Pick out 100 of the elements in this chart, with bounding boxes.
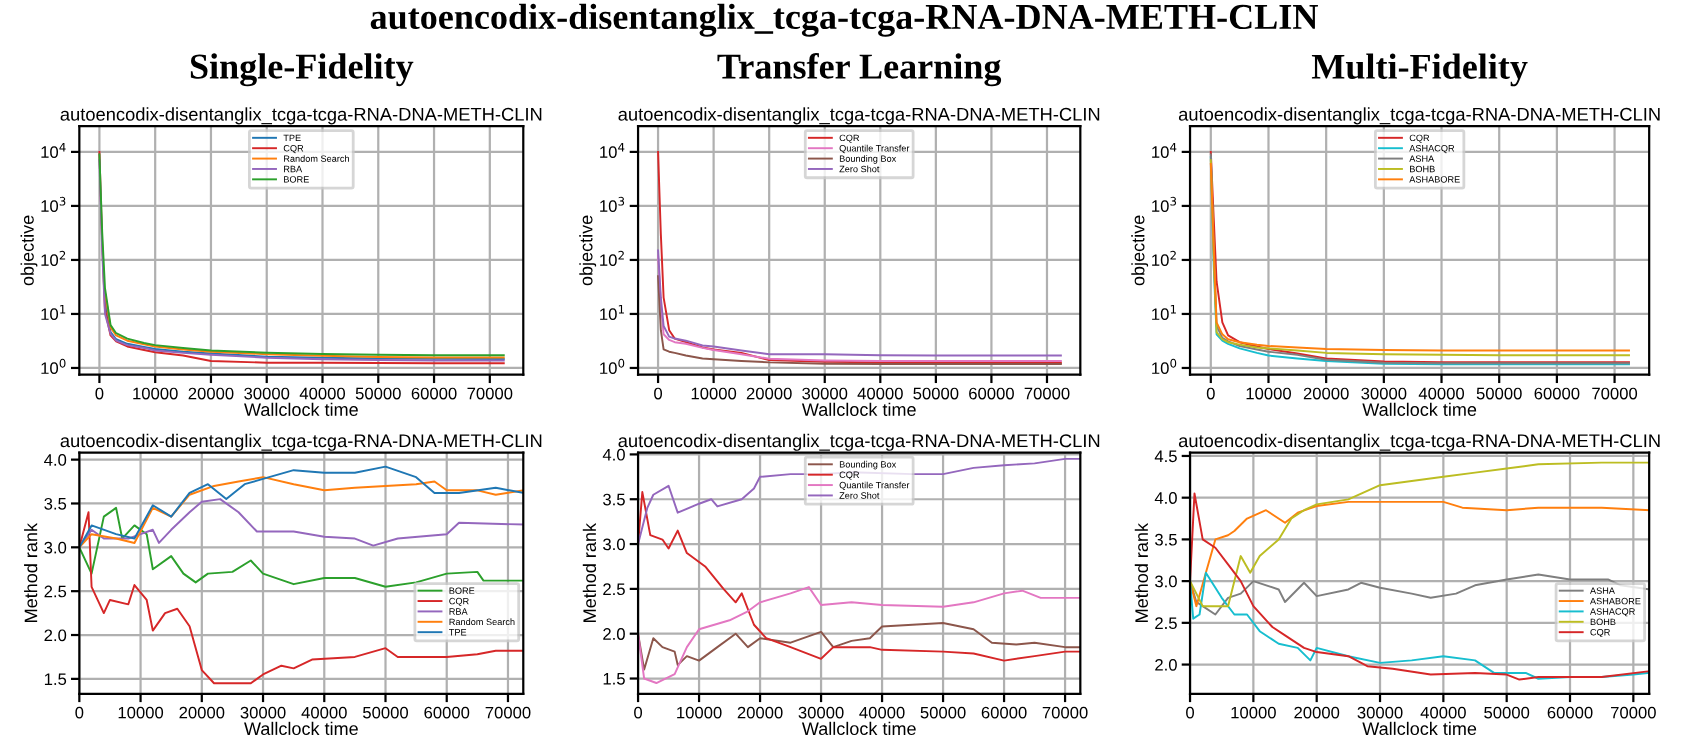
x-tick-label: 0 <box>1186 706 1195 719</box>
chart-subtitle: Single-Fidelity <box>190 53 414 87</box>
x-tick-label: 40000 <box>859 706 905 719</box>
line-series <box>1190 573 1650 616</box>
y-tick-label: 10$^{1}$ <box>1152 304 1176 321</box>
x-axis-title: Wallclock time <box>801 721 916 736</box>
y-tick-label: 10$^{1}$ <box>41 304 66 321</box>
y-axis-title: Method rank <box>582 522 597 622</box>
y-tick-label: 2.5 <box>603 583 625 596</box>
x-tick-label: 50000 <box>355 387 401 400</box>
x-tick-label: 60000 <box>1534 387 1580 400</box>
y-tick-label: 4.0 <box>602 448 625 461</box>
x-tick-label: 30000 <box>802 387 848 400</box>
line-series <box>79 506 524 588</box>
y-tick-label: 10$^{4}$ <box>1152 142 1177 158</box>
x-tick-label: 50000 <box>1476 387 1522 400</box>
x-tick-label: 30000 <box>244 387 290 400</box>
x-axis-title: Wallclock time <box>1362 402 1477 417</box>
x-tick-label: 40000 <box>857 387 903 400</box>
y-tick-label: 10$^{3}$ <box>41 196 66 212</box>
y-axis-title: Method rank <box>1134 522 1149 622</box>
y-axis-title: objective <box>579 215 597 286</box>
line-series <box>638 586 1081 684</box>
x-tick-label: 20000 <box>179 706 225 719</box>
y-tick-label: 10$^{3}$ <box>1152 196 1177 212</box>
y-tick-label: 1.5 <box>44 673 67 686</box>
y-tick-label: 10$^{3}$ <box>600 196 625 212</box>
y-axis-title: objective <box>20 215 38 286</box>
y-tick-label: 3.0 <box>1155 575 1177 588</box>
x-tick-label: 10000 <box>677 706 722 719</box>
y-tick-label: 4.0 <box>44 454 67 466</box>
x-tick-label: 50000 <box>920 706 966 719</box>
line-series <box>1190 492 1650 681</box>
x-tick-label: 70000 <box>1592 387 1638 400</box>
x-tick-label: 30000 <box>798 706 844 719</box>
x-tick-label: 60000 <box>969 387 1014 400</box>
x-tick-label: 50000 <box>363 706 409 719</box>
x-axis-title: Wallclock time <box>244 402 358 417</box>
y-tick-label: 2.5 <box>44 585 67 598</box>
chart-subtitle: Multi-Fidelity <box>1311 53 1528 87</box>
x-tick-label: 30000 <box>1361 387 1407 400</box>
line-series <box>638 491 1081 662</box>
chart-subtitle: Transfer Learning <box>717 52 1002 87</box>
y-tick-label: 10$^{4}$ <box>41 142 66 158</box>
x-axis-title: Wallclock time <box>801 402 916 417</box>
y-tick-label: 3.5 <box>44 497 67 510</box>
x-tick-label: 70000 <box>467 387 513 400</box>
x-tick-label: 10000 <box>691 387 737 400</box>
x-tick-label: 60000 <box>411 387 457 400</box>
chart-title: autoencodix-disentanglix_tcga-tcga-RNA-DNA-METH-CLIN <box>60 433 542 451</box>
y-tick-label: 10$^{2}$ <box>600 250 624 267</box>
y-tick-label: 10$^{2}$ <box>1152 250 1176 267</box>
x-tick-label: 10000 <box>133 387 178 400</box>
x-tick-label: 60000 <box>424 706 470 719</box>
y-tick-label: 2.0 <box>603 628 625 640</box>
y-tick-label: 10$^{1}$ <box>600 304 624 321</box>
y-tick-label: 10$^{4}$ <box>600 142 625 158</box>
y-tick-label: 2.0 <box>1155 658 1177 671</box>
x-tick-label: 0 <box>95 387 104 400</box>
y-tick-label: 3.0 <box>44 541 67 554</box>
y-tick-label: 3.5 <box>1155 533 1177 546</box>
chart-title: autoencodix-disentanglix_tcga-tcga-RNA-DNA-METH-CLIN <box>618 107 1100 125</box>
x-tick-label: 20000 <box>1294 706 1340 719</box>
x-tick-label: 10000 <box>118 706 164 719</box>
x-tick-label: 30000 <box>240 706 286 719</box>
line-series <box>657 150 1062 364</box>
x-tick-label: 40000 <box>1420 706 1466 719</box>
y-tick-label: 10$^{0}$ <box>41 358 66 375</box>
x-tick-label: 20000 <box>188 387 234 400</box>
x-tick-label: 70000 <box>485 706 531 719</box>
x-tick-label: 40000 <box>299 387 346 400</box>
x-tick-label: 50000 <box>913 387 959 400</box>
y-axis-title: Method rank <box>24 522 38 622</box>
x-tick-label: 70000 <box>1042 706 1088 719</box>
x-tick-label: 0 <box>634 706 643 719</box>
x-tick-label: 20000 <box>737 706 783 719</box>
line-series <box>1190 500 1650 608</box>
y-tick-label: 3.5 <box>603 493 625 506</box>
x-tick-label: 40000 <box>1418 387 1465 400</box>
line-series <box>657 275 1062 366</box>
x-tick-label: 50000 <box>1484 706 1530 719</box>
chart-title: autoencodix-disentanglix_tcga-tcga-RNA-DNA-METH-CLIN <box>1178 433 1660 451</box>
y-tick-label: 1.5 <box>603 673 625 685</box>
x-tick-label: 10000 <box>1246 387 1292 400</box>
chart-title: autoencodix-disentanglix_tcga-tcga-RNA-DNA-METH-CLIN <box>60 107 542 125</box>
x-axis-title: Wallclock time <box>244 721 358 736</box>
line-series <box>79 498 524 549</box>
chart-title: autoencodix-disentanglix_tcga-tcga-RNA-DNA-METH-CLIN <box>618 433 1100 451</box>
x-tick-label: 0 <box>654 387 663 400</box>
y-tick-label: 2.5 <box>1155 617 1177 630</box>
x-tick-label: 70000 <box>1024 387 1070 400</box>
line-series <box>638 621 1081 671</box>
y-tick-label: 4.0 <box>1154 492 1177 504</box>
line-series <box>79 511 524 685</box>
y-tick-label: 4.5 <box>1154 450 1177 463</box>
y-tick-label: 10$^{0}$ <box>600 358 625 375</box>
x-tick-label: 40000 <box>301 706 347 719</box>
x-tick-label: 20000 <box>1303 387 1349 400</box>
y-tick-label: 10$^{2}$ <box>41 250 66 267</box>
x-tick-label: 0 <box>1206 387 1215 400</box>
